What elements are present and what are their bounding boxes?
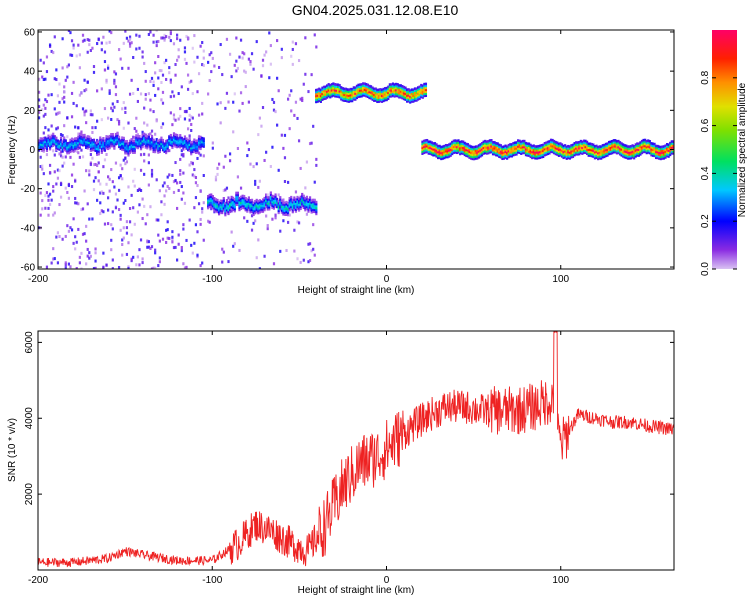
y-tick-label: 2000 — [24, 483, 35, 506]
x-tick-label: 100 — [552, 274, 569, 285]
y-tick-label: -60 — [21, 263, 36, 274]
y-tick-label: -20 — [21, 184, 36, 195]
colorbar-tick-label: 0.6 — [700, 118, 711, 132]
figure-title: GN04.2025.031.12.08.E10 — [291, 2, 459, 18]
snr-frame — [37, 330, 675, 571]
y-tick-label: 4000 — [24, 407, 35, 430]
x-tick-label: -100 — [202, 274, 222, 285]
colorbar — [712, 30, 737, 269]
snr-x-axis-label: Height of straight line (km) — [298, 585, 415, 596]
x-tick-label: -200 — [28, 274, 48, 285]
x-tick-label: -100 — [202, 575, 222, 586]
x-tick-label: -200 — [28, 575, 48, 586]
y-tick-label: 0 — [29, 145, 35, 156]
spectrogram-heatmap — [38, 30, 674, 269]
x-tick-label: 0 — [384, 274, 390, 285]
y-tick-label: -40 — [21, 223, 36, 234]
colorbar-tick-label: 0.8 — [700, 70, 711, 84]
colorbar-tick-label: 0.0 — [700, 262, 711, 276]
y-tick-label: 60 — [24, 27, 36, 38]
y-tick-label: 40 — [24, 67, 36, 78]
snr-plot — [38, 331, 674, 568]
colorbar-label: Normalized spectral amplitude — [737, 82, 748, 217]
x-tick-label: 100 — [552, 575, 569, 586]
snr-axes: -200 -100 0 100 2000 4000 6000 — [24, 331, 674, 586]
y-tick-label: 6000 — [24, 331, 35, 354]
y-tick-label: 20 — [24, 106, 36, 117]
colorbar-ticks: 0.0 0.2 0.4 0.6 0.8 — [700, 70, 737, 276]
snr-y-axis-label: SNR (10 * v/v) — [7, 418, 18, 482]
colorbar-tick-label: 0.4 — [700, 166, 711, 180]
colorbar-tick-label: 0.2 — [700, 214, 711, 228]
x-tick-label: 0 — [384, 575, 390, 586]
spectrogram-y-axis-label: Frequency (Hz) — [7, 116, 18, 185]
snr-series-line — [38, 331, 674, 568]
spectrogram-x-axis-label: Height of straight line (km) — [298, 285, 415, 296]
